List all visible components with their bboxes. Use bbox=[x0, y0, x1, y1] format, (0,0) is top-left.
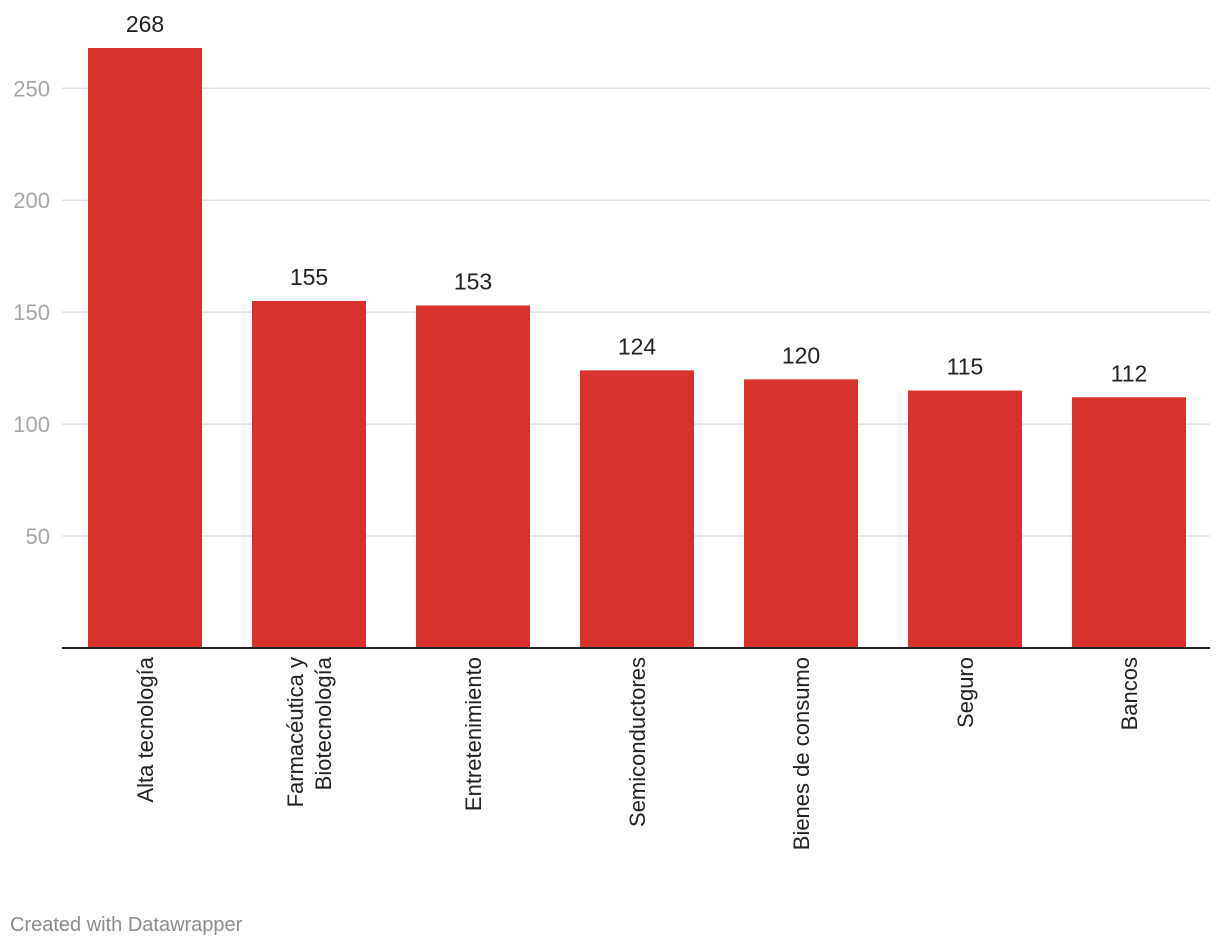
bar bbox=[1072, 397, 1186, 648]
bar bbox=[744, 379, 858, 648]
category-label: Alta tecnología bbox=[133, 656, 158, 802]
bar bbox=[88, 48, 202, 648]
value-label: 153 bbox=[454, 268, 492, 294]
y-tick-label: 100 bbox=[13, 412, 50, 437]
value-label: 155 bbox=[290, 264, 328, 290]
category-label: Semiconductores bbox=[625, 657, 650, 827]
y-tick-label: 150 bbox=[13, 300, 50, 325]
category-label: Bancos bbox=[1117, 657, 1142, 730]
bar bbox=[416, 305, 530, 648]
category-label: Bienes de consumo bbox=[789, 657, 814, 850]
value-label: 112 bbox=[1111, 360, 1148, 386]
datawrapper-credit: Created with Datawrapper bbox=[10, 914, 243, 936]
bars bbox=[88, 48, 1186, 648]
category-label: Entretenimiento bbox=[461, 657, 486, 811]
y-tick-label: 200 bbox=[13, 188, 50, 213]
bar bbox=[580, 370, 694, 648]
value-label: 124 bbox=[618, 333, 657, 359]
category-label: Farmacéutica y bbox=[283, 657, 308, 807]
value-label: 115 bbox=[947, 354, 984, 380]
value-label: 120 bbox=[782, 342, 820, 368]
y-axis-ticks: 50 100 150 200 250 bbox=[13, 76, 50, 549]
category-label: Seguro bbox=[953, 657, 978, 728]
y-tick-label: 250 bbox=[13, 76, 50, 101]
category-label: Biotecnología bbox=[311, 656, 336, 790]
value-label: 268 bbox=[126, 11, 164, 37]
category-labels: Alta tecnología Farmacéutica y Biotecnolog… bbox=[133, 656, 1142, 850]
value-labels: 268 155 153 124 120 115 112 bbox=[126, 11, 1148, 386]
y-tick-label: 50 bbox=[26, 524, 50, 549]
bar-chart: 50 100 150 200 250 268 155 153 124 120 115 112 Alt… bbox=[13, 11, 1210, 850]
bar bbox=[908, 390, 1022, 648]
bar bbox=[252, 300, 366, 648]
